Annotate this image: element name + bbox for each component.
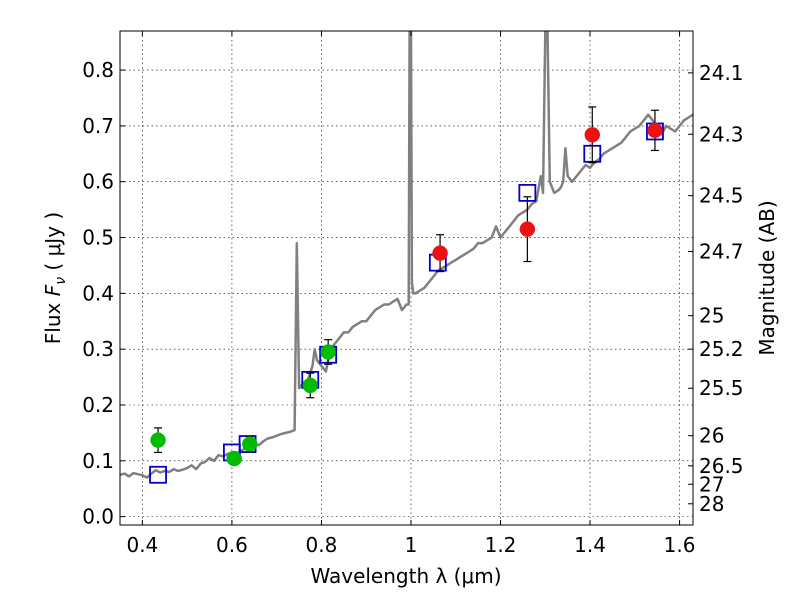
y-tick-label: 0.5	[82, 226, 114, 250]
x-tick-label: 1.6	[664, 533, 696, 557]
mag-tick-label: 25	[699, 304, 724, 328]
red-data-point	[519, 221, 536, 237]
mag-tick-label: 24.7	[699, 239, 744, 263]
red-data-point	[584, 127, 601, 143]
y-axis-label-prefix: Flux	[41, 296, 65, 344]
y2-axis-label: Magnitude (AB)	[755, 200, 779, 355]
red-data-point	[432, 245, 448, 261]
green-data-point	[150, 432, 166, 448]
y-axis-label: Flux Fν ( μJy )	[41, 212, 69, 344]
y-tick-label: 0.1	[82, 449, 114, 473]
x-tick-label: 1.2	[485, 533, 517, 557]
model-box-marker	[149, 465, 167, 484]
mag-tick-label: 25.5	[699, 376, 744, 400]
y-tick-label: 0.6	[82, 170, 114, 194]
x-tick-label: 0.4	[126, 533, 158, 557]
y-tick-label: 0.2	[82, 393, 114, 417]
x-tick-label: 0.8	[306, 533, 338, 557]
y-axis-label-suffix: ( μJy )	[41, 212, 65, 277]
x-axis-label: Wavelength λ (μm)	[310, 564, 501, 588]
red-data-point	[647, 122, 663, 139]
green-data-point	[226, 450, 242, 467]
green-data-point	[302, 377, 319, 394]
plot-frame	[119, 30, 694, 526]
mag-tick-label: 24.1	[699, 61, 744, 85]
x-tick-label: 0.6	[216, 533, 248, 557]
y-tick-label: 0.3	[82, 337, 114, 361]
y-tick-label: 0.4	[82, 281, 114, 305]
mag-tick-label: 25.2	[699, 337, 744, 361]
y-axis-label-sub: ν	[53, 277, 69, 285]
x-tick-label: 1	[405, 533, 418, 557]
mag-tick-label: 24.3	[699, 122, 744, 146]
y-tick-label: 0.7	[82, 114, 114, 138]
plot-area	[120, 31, 693, 525]
y-axis-label-var: F	[41, 284, 65, 296]
mag-tick-label: 26	[699, 424, 724, 448]
mag-tick-label: 24.5	[699, 184, 744, 208]
mag-tick-label: 26.5	[699, 454, 744, 478]
y-tick-label: 0.8	[82, 58, 114, 82]
mag-tick-label: 28	[699, 492, 724, 516]
green-data-point	[320, 344, 336, 360]
green-data-point	[242, 436, 258, 452]
y-tick-label: 0.0	[82, 505, 114, 529]
x-tick-label: 1.4	[574, 533, 606, 557]
mag-tick-label: 27	[699, 472, 724, 496]
